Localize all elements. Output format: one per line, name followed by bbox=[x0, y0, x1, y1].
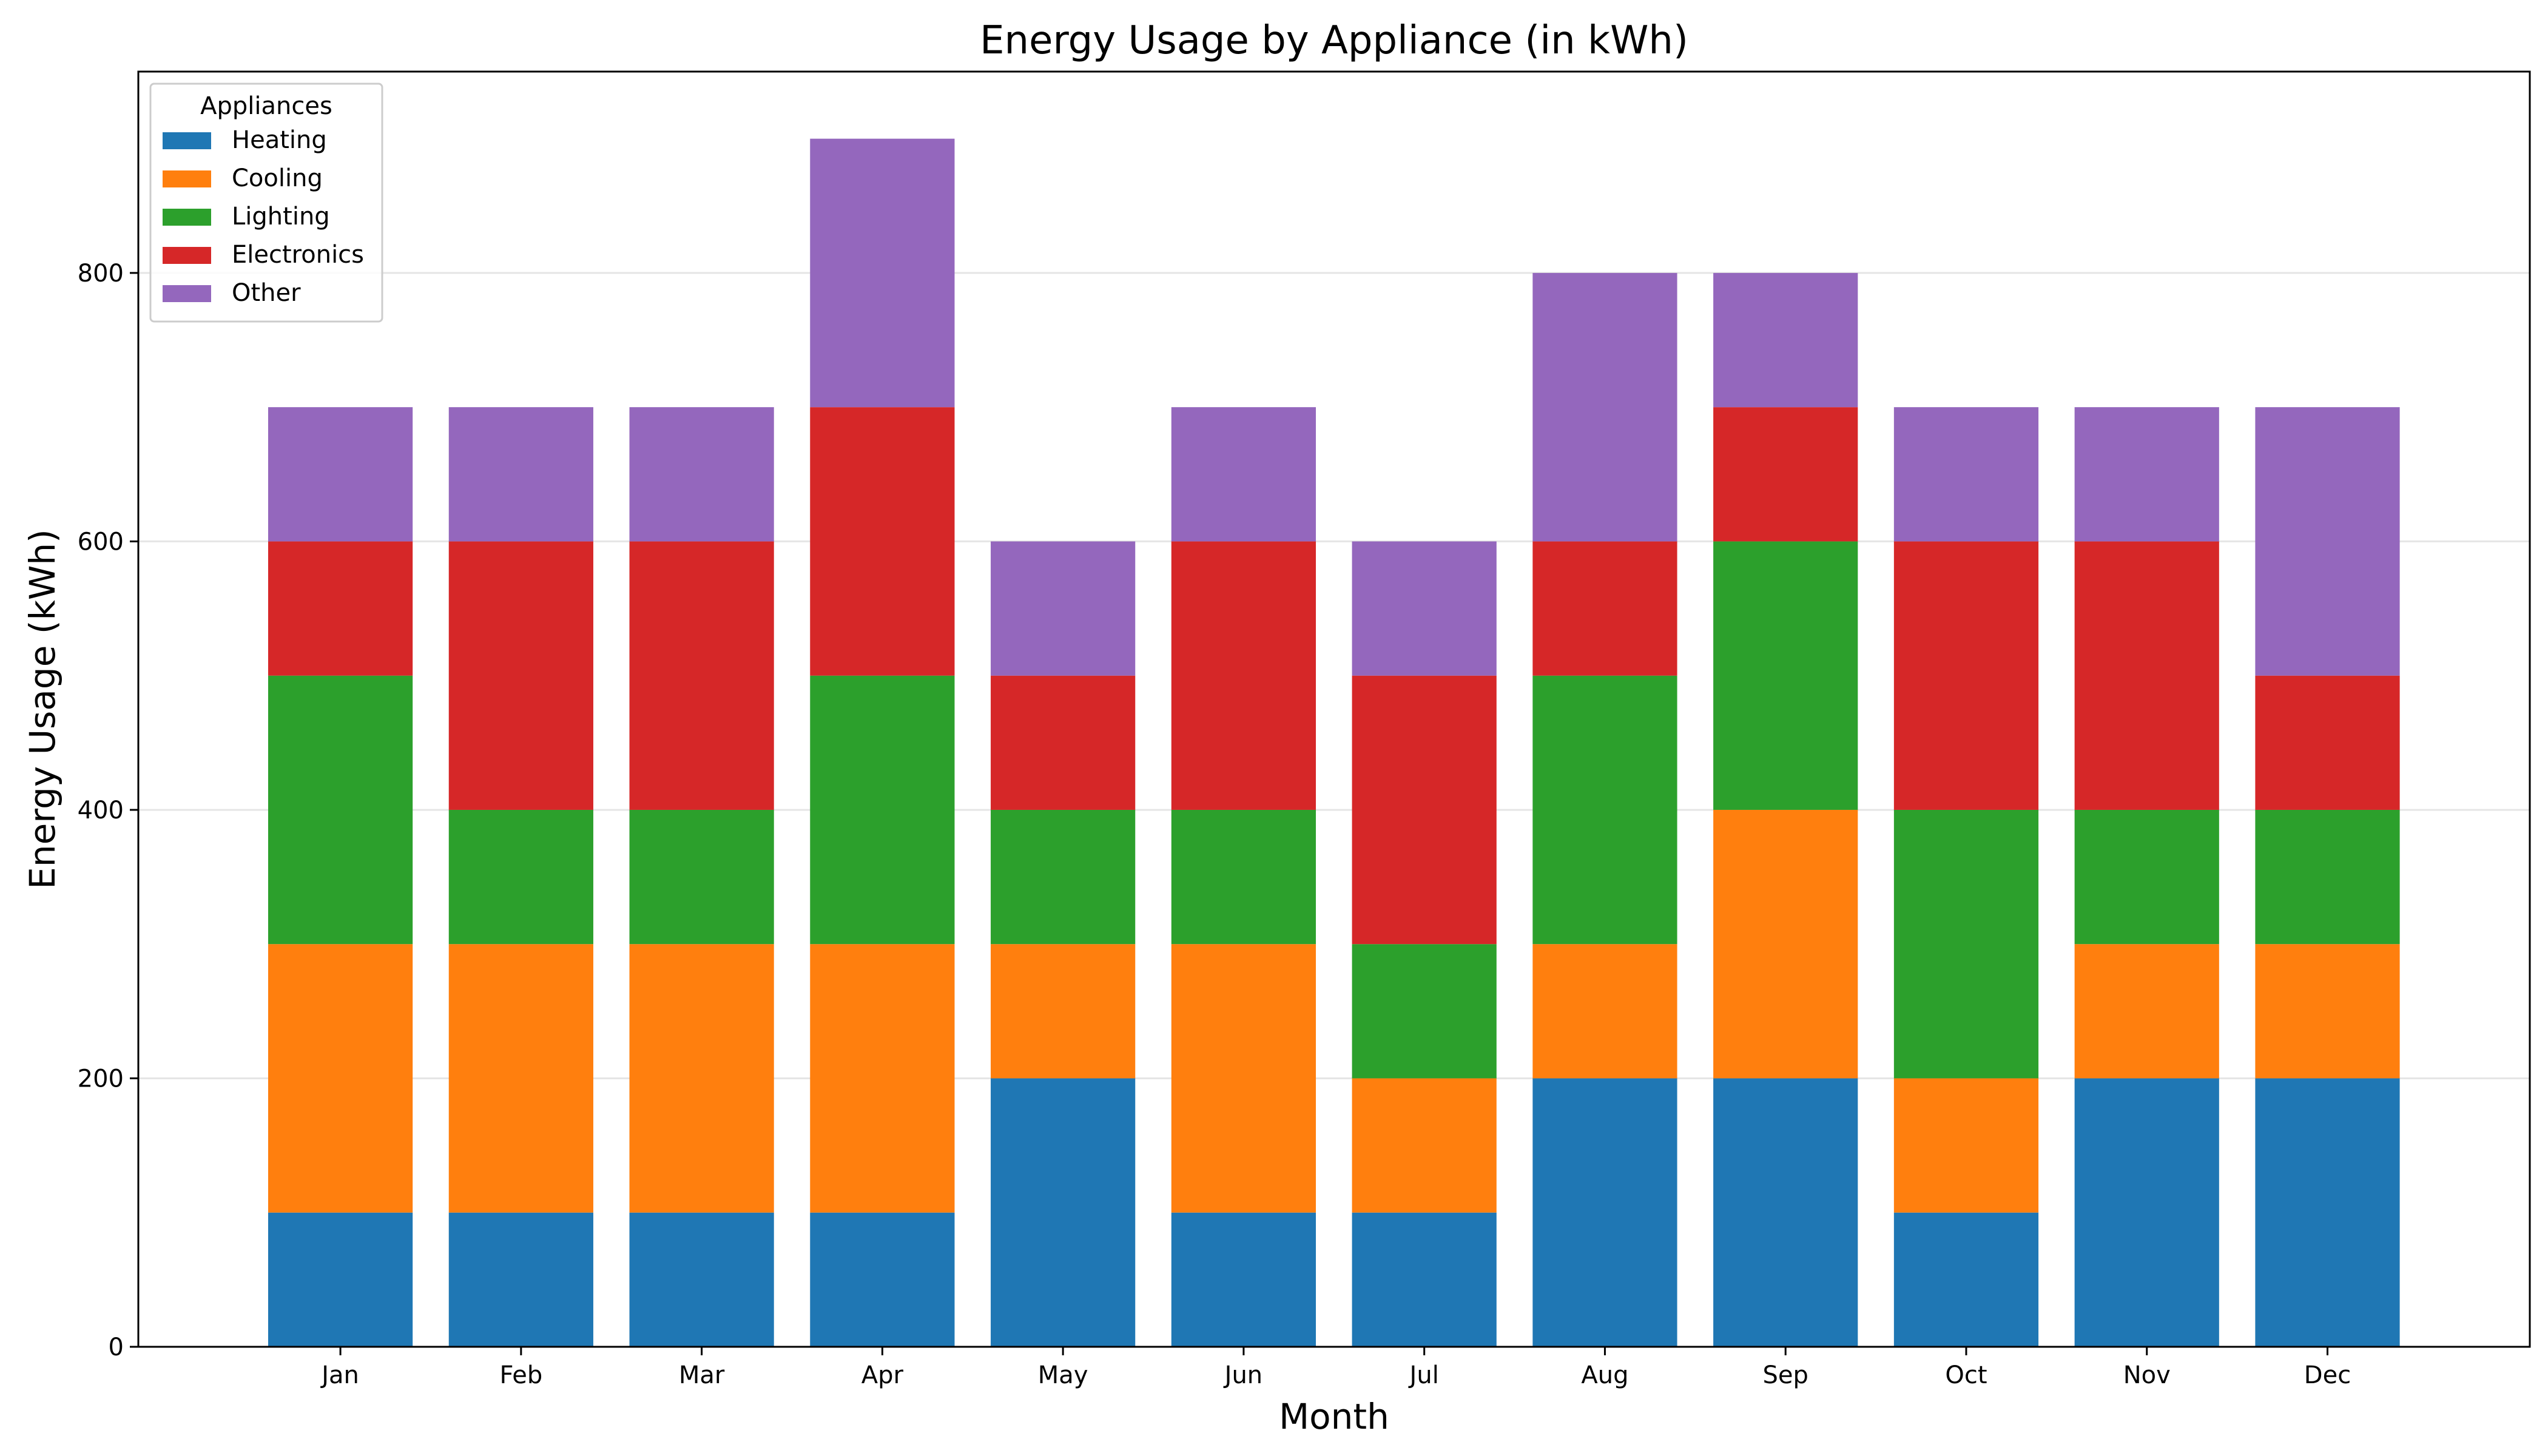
bar-lighting-mar bbox=[629, 809, 774, 945]
legend-label-lighting: Lighting bbox=[232, 203, 330, 231]
legend-title: Appliances bbox=[200, 92, 332, 120]
bar-cooling-sep bbox=[1713, 809, 1858, 1079]
y-tick-label: 800 bbox=[78, 260, 124, 288]
bar-other-nov bbox=[2074, 407, 2219, 542]
bar-cooling-dec bbox=[2255, 944, 2400, 1079]
bar-heating-oct bbox=[1893, 1212, 2039, 1347]
bar-heating-mar bbox=[629, 1212, 774, 1347]
x-tick-label: Jan bbox=[320, 1361, 359, 1389]
bar-heating-dec bbox=[2255, 1078, 2400, 1347]
bar-lighting-oct bbox=[1893, 809, 2039, 1079]
bar-electronics-aug bbox=[1532, 541, 1677, 676]
bar-cooling-apr bbox=[810, 944, 955, 1213]
bar-electronics-dec bbox=[2255, 675, 2400, 810]
bar-lighting-may bbox=[991, 809, 1136, 945]
bar-electronics-may bbox=[991, 675, 1136, 810]
bar-lighting-apr bbox=[810, 675, 955, 945]
bar-other-mar bbox=[629, 407, 774, 542]
legend-swatch-cooling bbox=[163, 170, 211, 187]
x-tick-label: Aug bbox=[1581, 1361, 1628, 1389]
bar-other-jan bbox=[268, 407, 413, 542]
bar-electronics-mar bbox=[629, 541, 774, 810]
bar-heating-feb bbox=[448, 1212, 593, 1347]
bar-lighting-nov bbox=[2074, 809, 2219, 945]
bar-electronics-nov bbox=[2074, 541, 2219, 810]
bar-lighting-jan bbox=[268, 675, 413, 945]
bar-other-oct bbox=[1893, 407, 2039, 542]
legend-label-cooling: Cooling bbox=[232, 164, 323, 192]
bar-lighting-aug bbox=[1532, 675, 1677, 945]
bar-electronics-jan bbox=[268, 541, 413, 676]
bar-heating-sep bbox=[1713, 1078, 1858, 1347]
plot-frame bbox=[137, 70, 2531, 1348]
bar-cooling-may bbox=[991, 944, 1136, 1079]
bar-heating-apr bbox=[810, 1212, 955, 1347]
x-axis: Jan Feb Mar Apr May Jun Jul Aug Sep Oct Nov Dec bbox=[320, 1347, 2351, 1389]
x-tick-label: Apr bbox=[861, 1361, 904, 1389]
x-tick-label: Feb bbox=[499, 1361, 542, 1389]
x-tick-label: Dec bbox=[2304, 1361, 2351, 1389]
bar-cooling-jan bbox=[268, 944, 413, 1213]
y-tick-label: 200 bbox=[78, 1065, 124, 1093]
bar-heating-jan bbox=[268, 1212, 413, 1347]
bar-other-sep bbox=[1713, 272, 1858, 408]
bar-cooling-jun bbox=[1171, 944, 1316, 1213]
bar-electronics-apr bbox=[810, 407, 955, 676]
bar-electronics-sep bbox=[1713, 407, 1858, 542]
bar-cooling-jul bbox=[1352, 1078, 1497, 1213]
bar-cooling-feb bbox=[448, 944, 593, 1213]
legend-label-heating: Heating bbox=[232, 126, 327, 154]
bar-heating-aug bbox=[1532, 1078, 1677, 1347]
bar-cooling-aug bbox=[1532, 944, 1677, 1079]
x-tick-label: Oct bbox=[1945, 1361, 1987, 1389]
bar-other-apr bbox=[810, 138, 955, 408]
bar-electronics-jun bbox=[1171, 541, 1316, 810]
bars bbox=[268, 138, 2400, 1347]
bar-lighting-sep bbox=[1713, 541, 1858, 810]
y-tick-label: 0 bbox=[109, 1333, 124, 1361]
x-tick-label: Jun bbox=[1223, 1361, 1263, 1389]
bar-other-aug bbox=[1532, 272, 1677, 542]
bar-heating-jul bbox=[1352, 1212, 1497, 1347]
legend-label-other: Other bbox=[232, 279, 301, 307]
y-axis-label: Energy Usage (kWh) bbox=[22, 529, 63, 889]
x-axis-label: Month bbox=[1279, 1396, 1389, 1437]
legend-swatch-lighting bbox=[163, 209, 211, 226]
x-tick-label: Nov bbox=[2123, 1361, 2171, 1389]
bar-electronics-jul bbox=[1352, 675, 1497, 945]
x-tick-label: May bbox=[1038, 1361, 1088, 1389]
bar-other-jun bbox=[1171, 407, 1316, 542]
legend-swatch-other bbox=[163, 285, 211, 302]
x-tick-label: Sep bbox=[1763, 1361, 1808, 1389]
legend-swatch-heating bbox=[163, 132, 211, 149]
bar-electronics-oct bbox=[1893, 541, 2039, 810]
y-axis: 0 200 400 600 800 bbox=[78, 260, 138, 1361]
bar-cooling-nov bbox=[2074, 944, 2219, 1079]
bar-other-jul bbox=[1352, 541, 1497, 676]
bar-lighting-jul bbox=[1352, 944, 1497, 1079]
bar-cooling-oct bbox=[1893, 1078, 2039, 1213]
x-tick-label: Mar bbox=[679, 1361, 725, 1389]
y-tick-label: 600 bbox=[78, 528, 124, 556]
y-tick-label: 400 bbox=[78, 797, 124, 824]
x-tick-label: Jul bbox=[1408, 1361, 1439, 1389]
legend-label-electronics: Electronics bbox=[232, 241, 364, 269]
bar-other-dec bbox=[2255, 407, 2400, 676]
bar-lighting-dec bbox=[2255, 809, 2400, 945]
bar-heating-jun bbox=[1171, 1212, 1316, 1347]
bar-other-feb bbox=[448, 407, 593, 542]
bar-other-may bbox=[991, 541, 1136, 676]
bar-heating-may bbox=[991, 1078, 1136, 1347]
bar-cooling-mar bbox=[629, 944, 774, 1213]
bar-lighting-jun bbox=[1171, 809, 1316, 945]
bar-lighting-feb bbox=[448, 809, 593, 945]
legend: Appliances Heating Cooling Lighting Electro… bbox=[149, 83, 383, 323]
chart-title: Energy Usage by Appliance (in kWh) bbox=[980, 18, 1688, 63]
legend-swatch-electronics bbox=[163, 247, 211, 264]
bar-heating-nov bbox=[2074, 1078, 2219, 1347]
bar-electronics-feb bbox=[448, 541, 593, 810]
